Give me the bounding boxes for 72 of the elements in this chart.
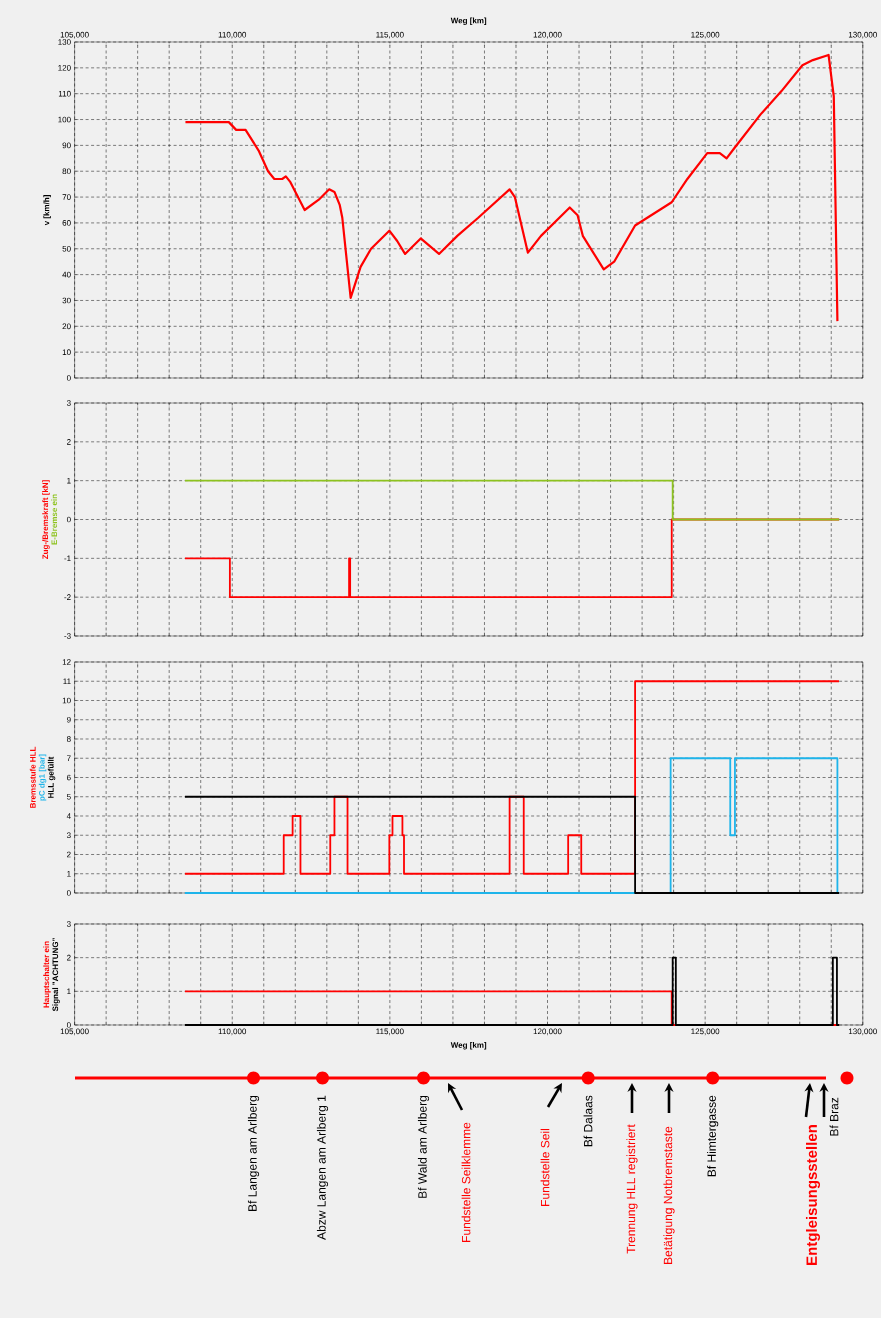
x-tick-label: 130,000 xyxy=(848,1028,877,1036)
y-tick-label: 3 xyxy=(66,832,71,839)
y-tick-label: 0 xyxy=(66,890,71,896)
y-tick-label: 4 xyxy=(66,813,71,819)
x-tick-label: 110,000 xyxy=(218,1028,247,1036)
text: Zug-/Bremskraft [kN] xyxy=(42,480,50,560)
y-tick-label: 40 xyxy=(62,271,71,278)
y-tick-label: 100 xyxy=(58,116,71,123)
x-tick-label: 125,000 xyxy=(691,31,720,39)
x-axis-title: Weg [km] xyxy=(450,17,487,25)
x-tick-label: 110,000 xyxy=(218,31,247,39)
text: Hauptschalter ein xyxy=(43,941,51,1008)
y-tick-label: -1 xyxy=(64,555,71,562)
x-tick-label: 105,000 xyxy=(60,31,89,39)
line-series xyxy=(184,53,839,323)
text: Bremsstufe HLL xyxy=(29,746,36,808)
text: Entgleisungsstellen xyxy=(805,1125,821,1265)
y-tick-label: 7 xyxy=(67,755,71,761)
y-tick-label: -3 xyxy=(64,633,71,639)
text: E-Bremse ein xyxy=(51,494,58,545)
y-tick-label: 30 xyxy=(62,297,71,304)
y-tick-label: -2 xyxy=(64,594,71,600)
y-tick-label: 20 xyxy=(62,323,71,330)
text: Bf Dalaas xyxy=(583,1095,593,1147)
text: pC dg1 [bar] xyxy=(38,754,47,801)
y-tick-label: 0 xyxy=(66,516,71,523)
text: HLL gefüllt xyxy=(47,756,56,798)
text: Betätigung Notbremstaste xyxy=(663,1126,675,1264)
y-tick-label: 110 xyxy=(58,90,71,97)
text: Fundstelle Seilklemme xyxy=(461,1122,471,1242)
y-tick-label: 50 xyxy=(62,245,71,252)
text: Fundstelle Seil xyxy=(540,1129,550,1206)
y-tick-label: 3 xyxy=(66,400,71,406)
y-tick-label: 10 xyxy=(62,349,71,355)
text: Bf Langen am Arlberg xyxy=(247,1095,260,1211)
y-tick-label: 80 xyxy=(62,168,71,175)
x-tick-label: 120,000 xyxy=(533,1028,562,1036)
x-tick-label: 115,000 xyxy=(376,31,404,39)
y-tick-label: 11 xyxy=(63,678,71,684)
y-tick-label: 130 xyxy=(58,39,71,45)
y-tick-label: 60 xyxy=(62,220,71,226)
y-tick-label: 12 xyxy=(62,659,71,665)
y-tick-label: 2 xyxy=(67,954,71,961)
text: Bf Braz xyxy=(829,1097,839,1136)
x-tick-label: 120,000 xyxy=(533,31,562,39)
y-tick-label: 1 xyxy=(67,870,71,877)
y-tick-label: 1 xyxy=(67,477,71,484)
text: Trennung HLL registriert xyxy=(626,1124,638,1254)
y-axis-title: v [km/h] xyxy=(43,195,51,226)
x-tick-label: 130,000 xyxy=(848,31,877,39)
x-axis-title: Weg [km] xyxy=(450,1041,487,1050)
y-tick-label: 70 xyxy=(62,194,71,200)
text: Abzw Langen am Arlberg 1 xyxy=(316,1095,329,1240)
x-tick-label: 115,000 xyxy=(376,1028,404,1036)
y-tick-label: 9 xyxy=(66,716,71,723)
y-tick-label: 3 xyxy=(66,921,71,927)
y-tick-label: 120 xyxy=(58,65,71,71)
y-tick-label: 5 xyxy=(66,793,71,800)
y-tick-label: 1 xyxy=(67,988,71,995)
y-tick-label: 10 xyxy=(62,697,71,704)
x-tick-label: 105,000 xyxy=(60,1028,89,1036)
x-tick-label: 125,000 xyxy=(691,1028,720,1036)
y-tick-label: 6 xyxy=(67,774,71,781)
y-tick-label: 90 xyxy=(62,142,71,149)
text: Bf Wald am Arlberg xyxy=(417,1095,430,1198)
y-tick-label: 8 xyxy=(66,736,71,742)
text: Bf Himtergasse xyxy=(707,1095,719,1177)
y-tick-label: 2 xyxy=(67,439,71,445)
y-tick-label: 2 xyxy=(67,851,71,858)
y-tick-label: 0 xyxy=(66,375,71,381)
y-tick-label: 0 xyxy=(66,1022,71,1028)
text: Signal "ACHTUNG" xyxy=(52,938,60,1012)
